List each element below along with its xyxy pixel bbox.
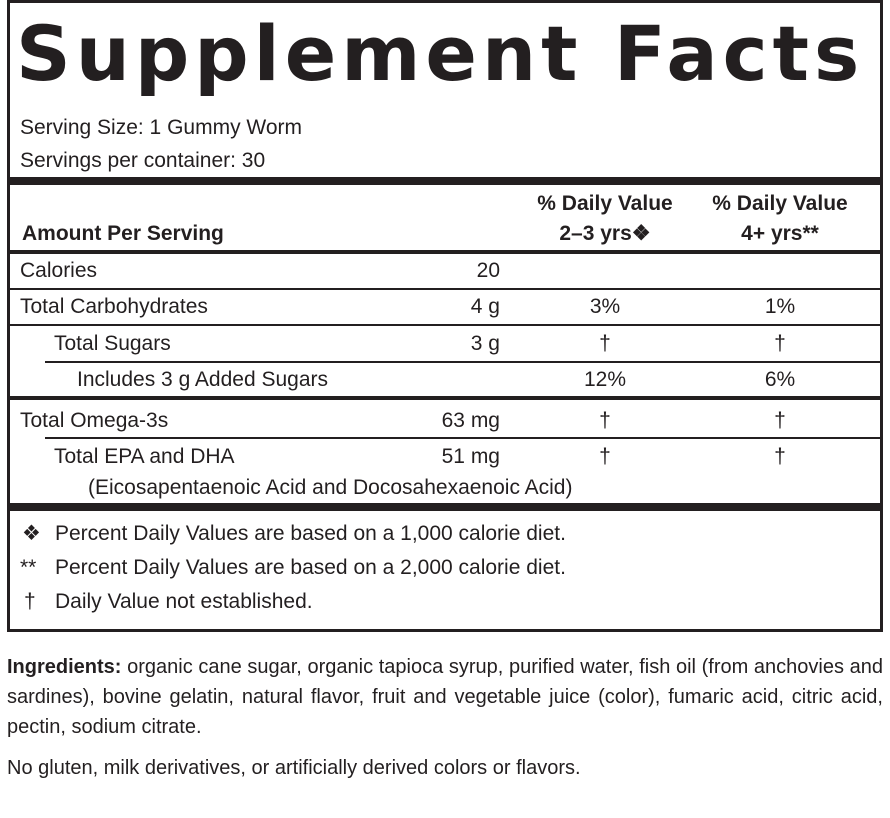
rule	[7, 396, 883, 400]
facts-box	[7, 0, 883, 632]
footnote-symbol: **	[20, 556, 37, 579]
rule	[7, 250, 883, 254]
ingredients: Ingredients: organic cane sugar, organic…	[7, 652, 883, 742]
row-amount: 4 g	[470, 295, 500, 318]
column-header: 4+ yrs**	[741, 222, 819, 245]
row-name: Total Sugars	[54, 332, 171, 355]
row-amount: 20	[476, 259, 500, 282]
footnote-text: Daily Value not established.	[55, 590, 313, 613]
ingredients-text: organic cane sugar, organic tapioca syru…	[7, 656, 884, 738]
rule	[7, 288, 883, 290]
footnote-text: Percent Daily Values are based on a 1,00…	[55, 522, 566, 545]
row-amount: 51 mg	[441, 445, 500, 468]
column-header: Amount Per Serving	[22, 222, 224, 245]
row-name: Total Omega-3s	[20, 409, 169, 432]
title: Supplement Facts	[16, 9, 865, 98]
row-dv: †	[599, 409, 611, 432]
row-dv: †	[774, 332, 786, 355]
rule	[7, 324, 883, 326]
row-amount: 3 g	[470, 332, 500, 355]
row-dv: 12%	[583, 368, 627, 391]
ingredients-label: Ingredients:	[7, 656, 122, 678]
row-dv: †	[599, 445, 611, 468]
footnote-text: Percent Daily Values are based on a 2,00…	[55, 556, 566, 579]
row-name: Includes 3 g Added Sugars	[77, 368, 329, 391]
row-dv: 1%	[764, 295, 796, 318]
serving-size: Serving Size: 1 Gummy Worm	[20, 116, 303, 139]
rule	[45, 361, 883, 363]
row-dv: †	[774, 445, 786, 468]
column-header: % Daily Value	[712, 192, 848, 215]
allergen-note: No gluten, milk derivatives, or artifici…	[7, 757, 581, 779]
row-dv: 6%	[764, 368, 796, 391]
row-name: Calories	[20, 259, 98, 282]
row-name: Total EPA and DHA	[54, 445, 235, 468]
row-dv: †	[774, 409, 786, 432]
rule	[7, 177, 883, 185]
rule	[7, 503, 883, 511]
row-note: (Eicosapentaenoic Acid and Docosahexaeno…	[88, 476, 573, 499]
column-header: % Daily Value	[537, 192, 673, 215]
footnote-symbol: †	[24, 590, 36, 613]
servings-per-container: Servings per container: 30	[20, 149, 266, 172]
row-name: Total Carbohydrates	[20, 295, 208, 318]
footnote-symbol: ❖	[22, 522, 41, 545]
rule	[45, 437, 883, 439]
column-header: 2–3 yrs❖	[559, 222, 651, 245]
row-dv: 3%	[589, 295, 621, 318]
row-amount: 63 mg	[441, 409, 500, 432]
row-dv: †	[599, 332, 611, 355]
